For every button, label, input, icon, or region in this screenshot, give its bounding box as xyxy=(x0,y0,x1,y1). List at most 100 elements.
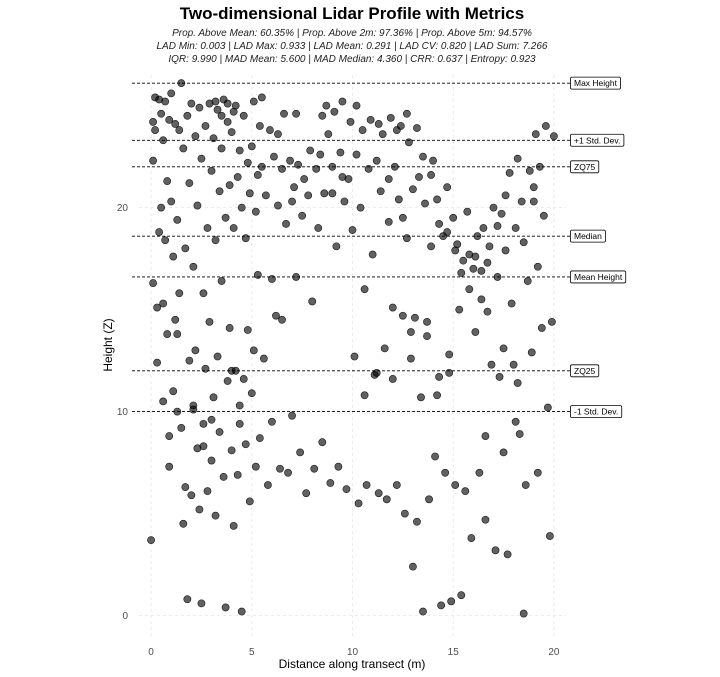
data-point xyxy=(272,311,280,320)
data-point xyxy=(382,495,391,504)
data-point xyxy=(511,224,520,232)
data-point xyxy=(294,160,303,169)
data-point xyxy=(481,515,490,524)
data-point xyxy=(487,360,496,369)
data-point xyxy=(507,299,516,308)
data-point xyxy=(413,124,421,132)
data-point xyxy=(221,213,230,222)
data-point xyxy=(147,536,155,545)
data-point xyxy=(264,481,272,489)
reference-line-label-text: Max Height xyxy=(574,78,618,88)
data-point xyxy=(249,97,258,106)
data-point xyxy=(326,479,335,487)
data-point xyxy=(423,317,431,326)
data-point xyxy=(227,446,236,455)
reference-line-label: Mean Height xyxy=(570,270,627,284)
data-point xyxy=(209,393,218,402)
data-point xyxy=(251,207,260,216)
data-point xyxy=(483,258,492,267)
data-point xyxy=(211,236,220,245)
data-point xyxy=(266,126,274,134)
data-point xyxy=(330,107,339,116)
data-point xyxy=(354,499,363,508)
y-tick-label: 10 xyxy=(117,407,129,418)
data-point xyxy=(390,162,399,171)
reference-line-labels: Max Height +1 Std. Dev. ZQ75 Median Mean Hei… xyxy=(570,76,627,419)
data-point xyxy=(517,197,526,206)
data-point xyxy=(328,162,337,171)
reference-line-label: Max Height xyxy=(570,76,621,90)
data-point xyxy=(378,130,387,139)
data-point xyxy=(447,597,456,606)
data-point xyxy=(479,224,488,232)
data-point xyxy=(511,417,520,426)
reference-line-label-text: ZQ25 xyxy=(574,366,596,376)
data-point xyxy=(429,156,437,165)
data-point xyxy=(489,203,498,212)
data-point xyxy=(531,130,540,139)
data-point xyxy=(308,297,317,306)
data-point xyxy=(469,264,478,273)
data-point xyxy=(227,128,236,137)
data-point xyxy=(529,197,538,206)
data-point xyxy=(288,197,296,206)
data-point xyxy=(515,430,524,438)
data-point xyxy=(521,481,530,489)
data-point xyxy=(481,432,490,440)
data-point xyxy=(187,99,196,108)
data-point xyxy=(398,311,407,320)
data-point xyxy=(433,195,441,204)
data-point xyxy=(207,166,216,175)
data-point xyxy=(278,164,286,173)
data-point xyxy=(197,599,206,608)
data-point xyxy=(207,456,216,465)
data-point xyxy=(415,173,423,181)
data-point xyxy=(159,299,168,308)
data-point xyxy=(165,115,174,124)
data-point xyxy=(274,201,282,210)
data-point xyxy=(497,209,506,218)
data-point xyxy=(360,391,369,400)
data-point xyxy=(169,387,178,396)
data-point xyxy=(239,375,248,383)
data-point xyxy=(435,373,444,381)
data-point xyxy=(475,468,484,477)
data-point xyxy=(163,177,172,185)
data-point xyxy=(157,109,166,118)
reference-line-label-box xyxy=(570,76,621,90)
data-point xyxy=(437,601,446,610)
data-point xyxy=(539,211,548,220)
data-point xyxy=(245,189,254,198)
reference-line-label: +1 Std. Dev. xyxy=(570,133,625,147)
data-point xyxy=(425,495,433,504)
data-point xyxy=(199,419,208,428)
data-point xyxy=(199,289,208,298)
data-point xyxy=(243,326,252,334)
reference-line-label: ZQ25 xyxy=(570,364,600,378)
data-point xyxy=(181,244,190,253)
data-point xyxy=(241,234,250,243)
data-point xyxy=(286,156,294,165)
reference-line-label: -1 Std. Dev. xyxy=(570,405,623,419)
data-point xyxy=(519,609,528,618)
data-point xyxy=(259,354,268,363)
data-point xyxy=(225,324,234,332)
data-point xyxy=(485,242,494,251)
data-point xyxy=(338,173,347,181)
data-point xyxy=(189,262,198,271)
data-point xyxy=(268,275,276,283)
data-point xyxy=(161,97,170,106)
data-point xyxy=(175,289,184,298)
data-point xyxy=(386,113,395,122)
data-point xyxy=(509,360,518,369)
data-point xyxy=(374,120,383,128)
data-point xyxy=(463,207,472,216)
data-point xyxy=(374,489,383,498)
x-tick-label: 15 xyxy=(448,647,460,658)
data-point xyxy=(322,101,331,110)
data-point xyxy=(499,344,508,353)
data-point xyxy=(513,379,522,387)
data-point xyxy=(237,607,246,616)
data-point xyxy=(346,118,355,126)
data-point xyxy=(169,252,178,261)
